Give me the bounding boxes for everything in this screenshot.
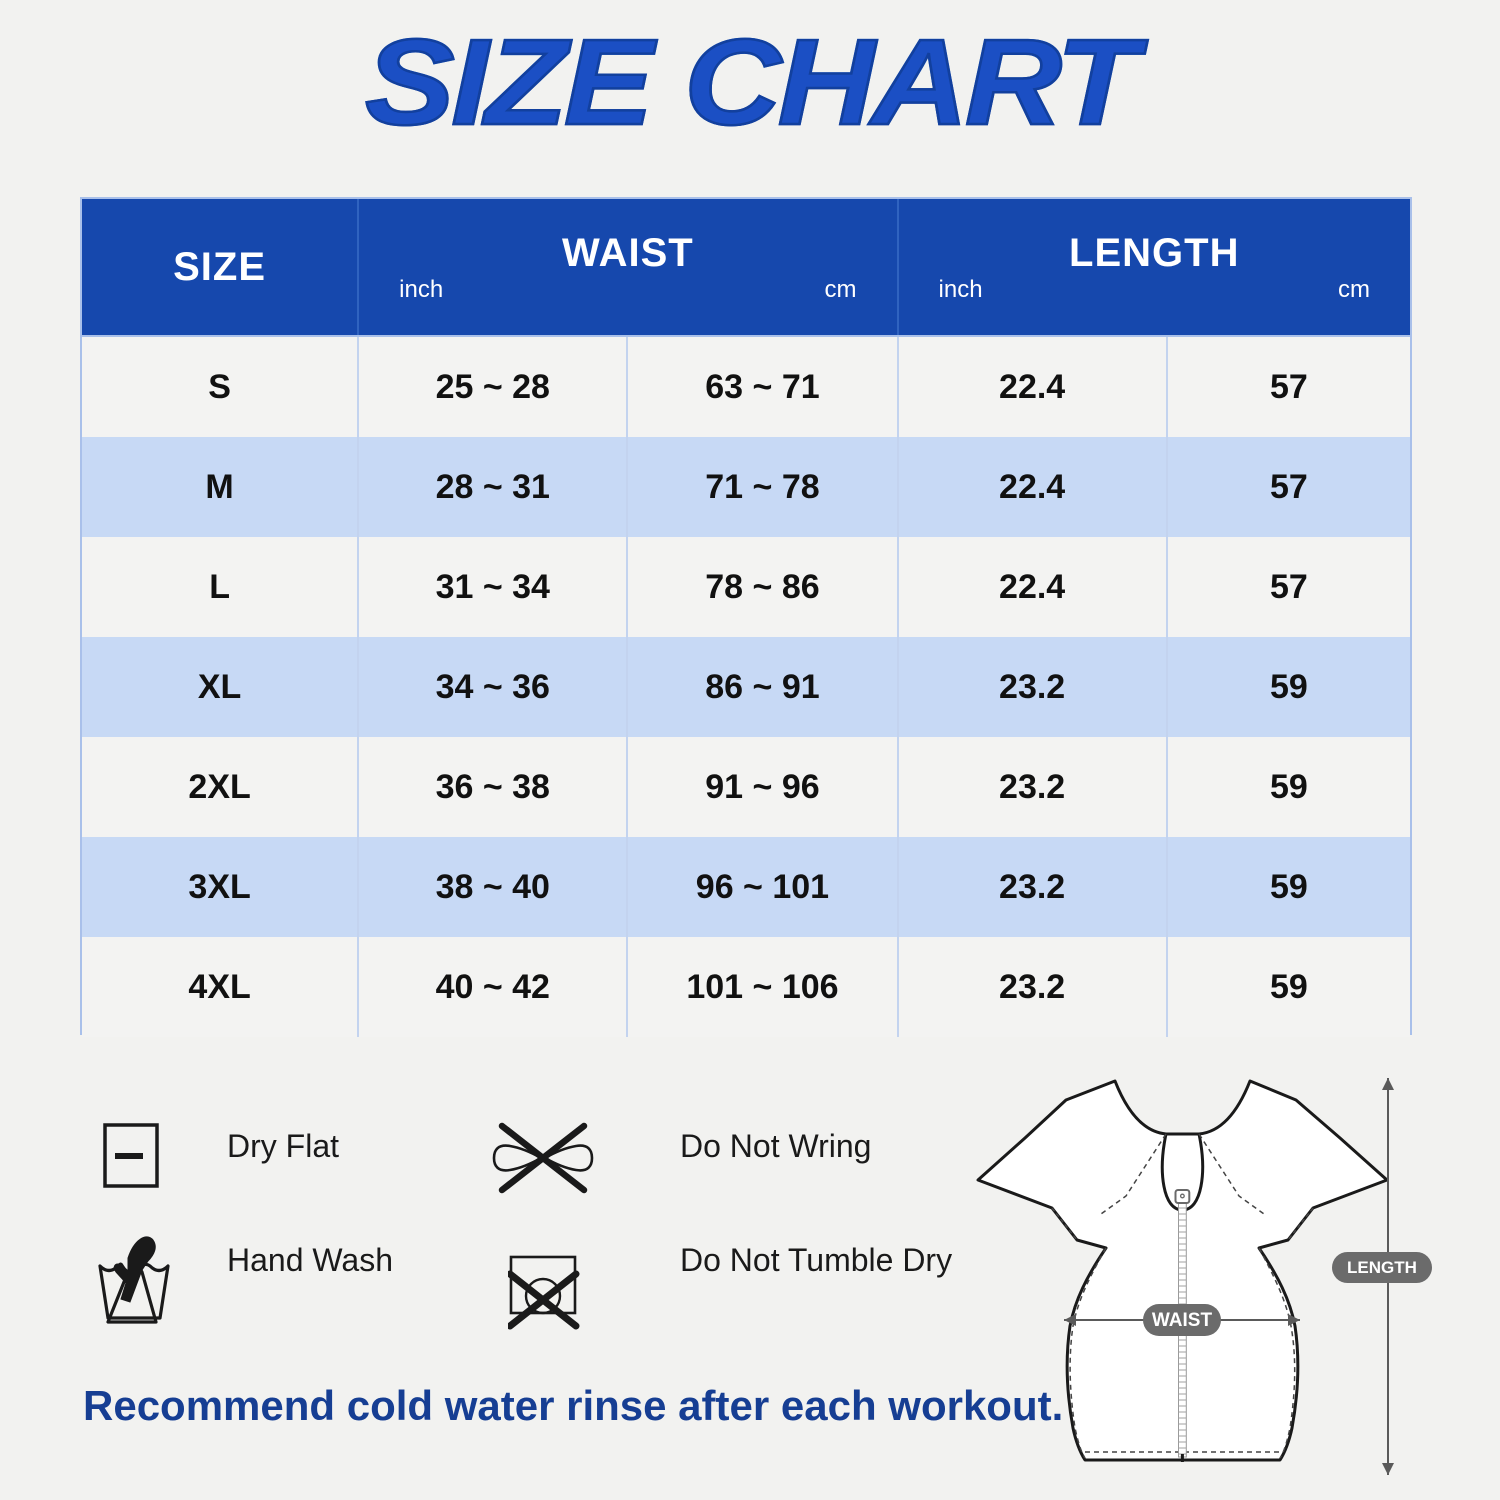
svg-text:LENGTH: LENGTH (1347, 1258, 1417, 1277)
svg-text:WAIST: WAIST (1152, 1310, 1213, 1331)
